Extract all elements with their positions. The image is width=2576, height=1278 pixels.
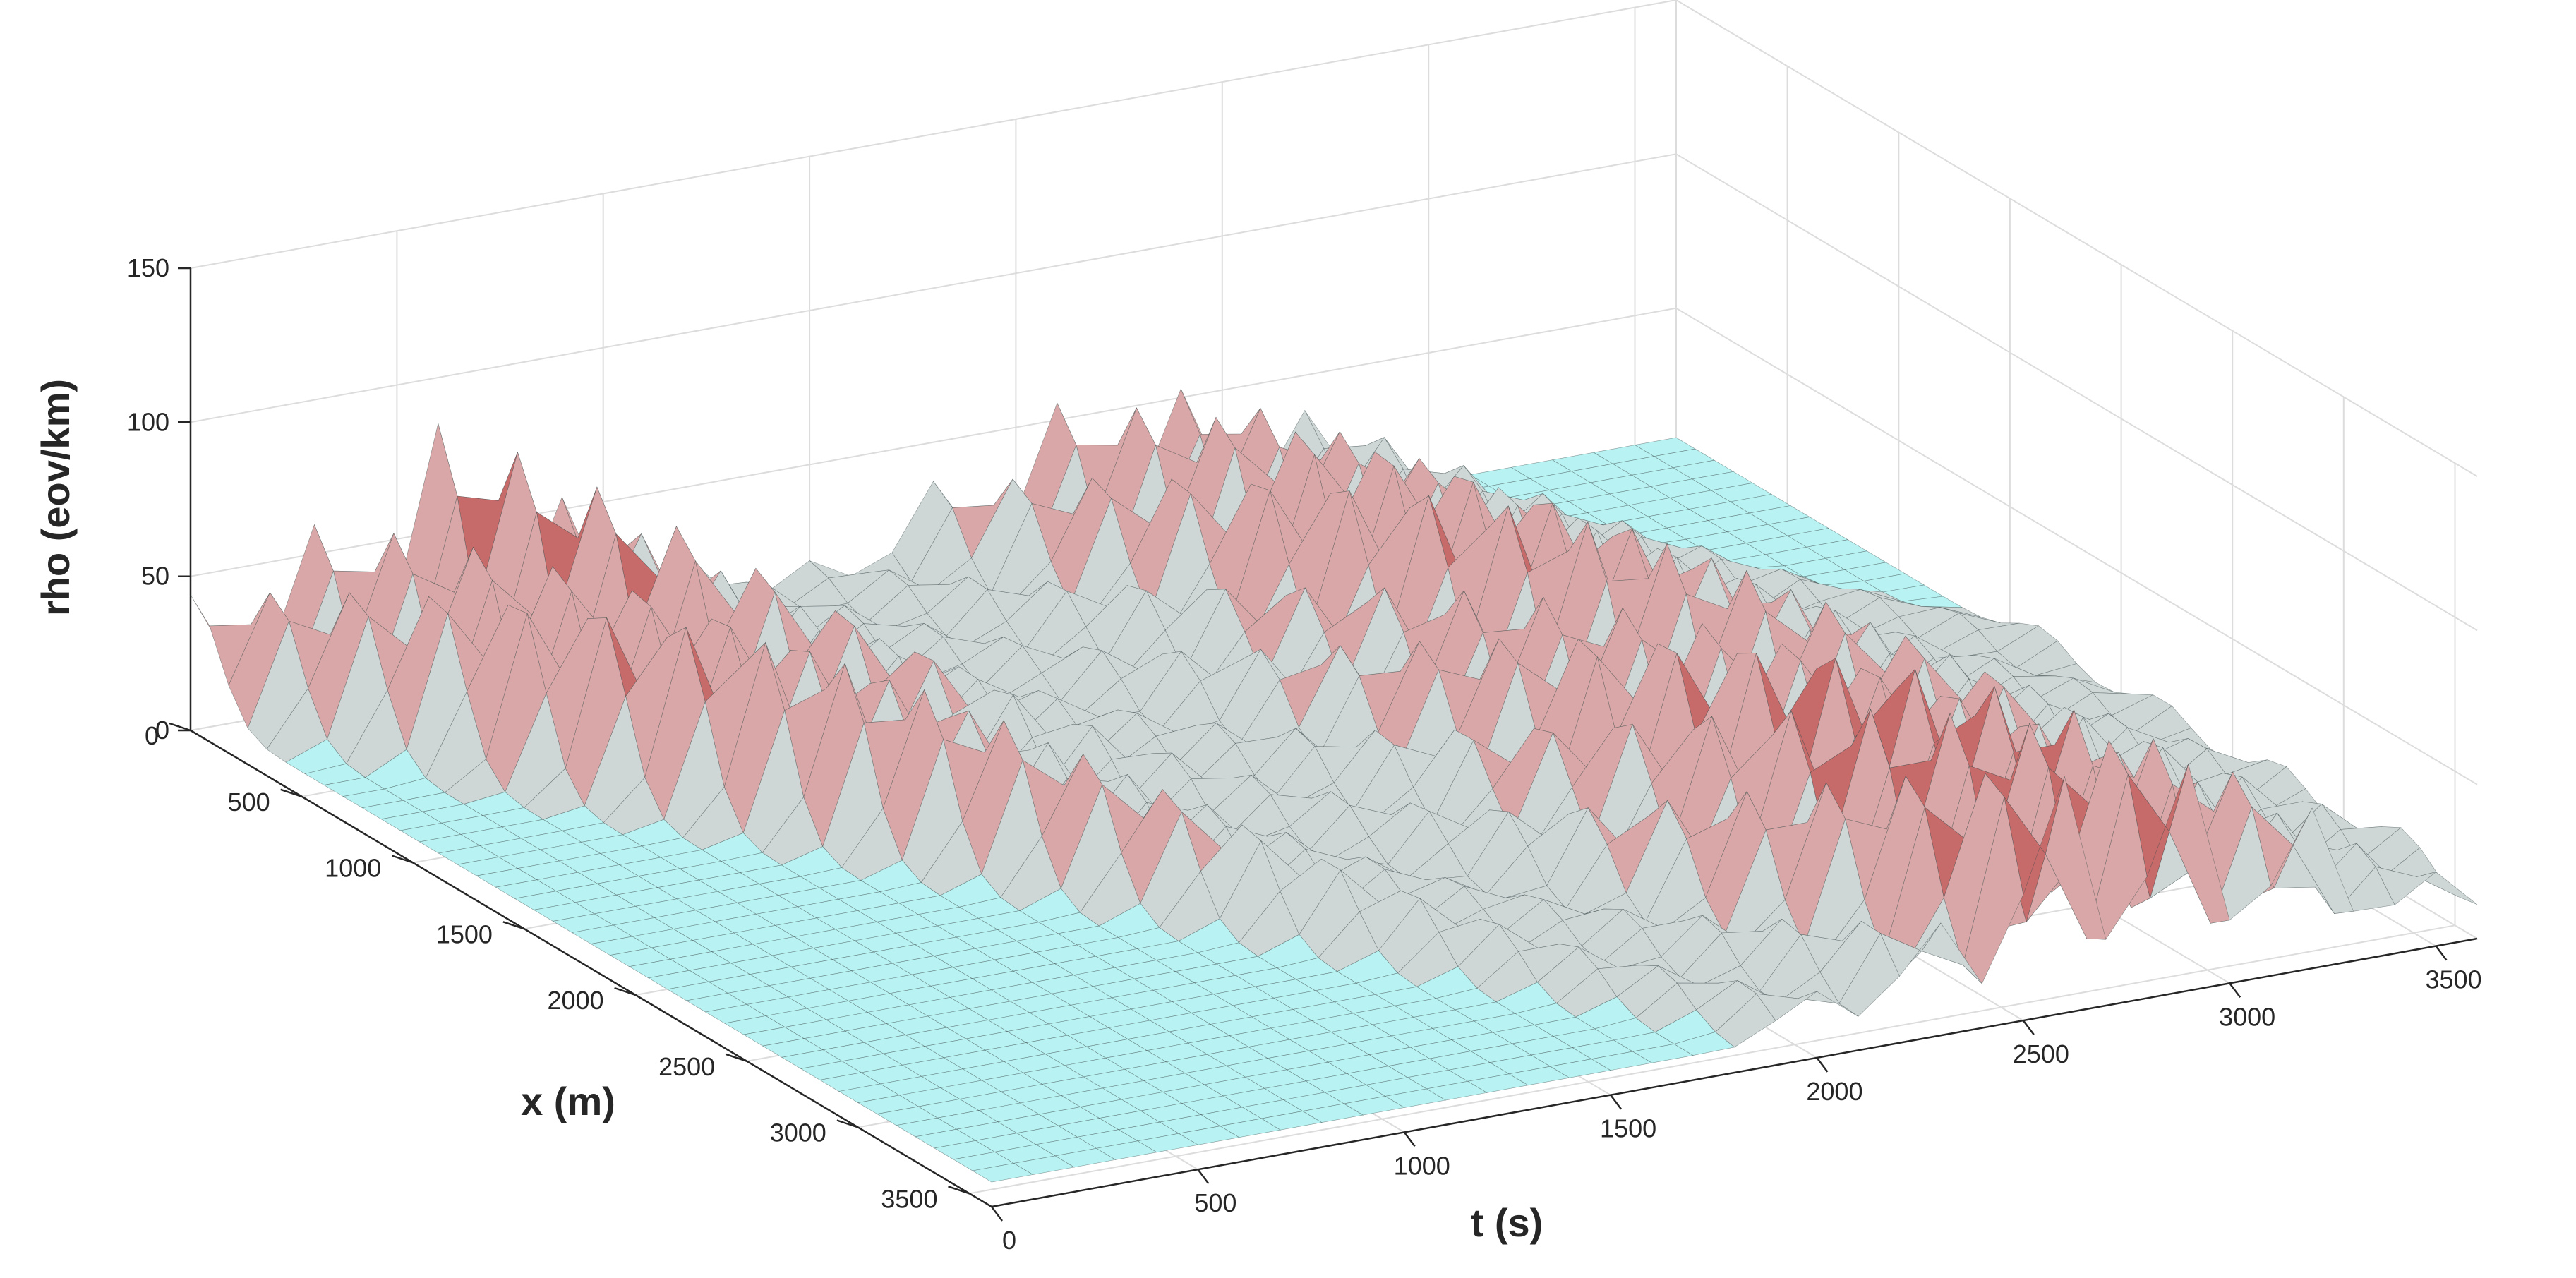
x-tick-mark [1403, 1131, 1416, 1147]
x-tick-label: 1500 [1600, 1114, 1656, 1143]
y-tick-label: 2500 [658, 1052, 715, 1081]
x-tick-label: 3500 [2425, 965, 2481, 994]
x-tick-mark [1610, 1094, 1623, 1110]
x-tick-mark [2022, 1020, 2035, 1035]
x-tick-label: 3000 [2219, 1002, 2275, 1031]
y-tick-mark [280, 788, 302, 797]
y-tick-mark [614, 987, 636, 996]
surface-patch [972, 1163, 1034, 1183]
y-axis-label: x (m) [521, 1079, 615, 1123]
z-tick-label: 0 [155, 716, 169, 745]
y-tick-label: 3500 [881, 1184, 937, 1213]
y-tick-mark [725, 1053, 747, 1062]
y-axis-line [190, 729, 992, 1208]
x-tick-mark [991, 1206, 1003, 1222]
x-tick-mark [2435, 945, 2448, 961]
x-tick-mark [2229, 982, 2241, 999]
x-tick-mark [1197, 1169, 1210, 1184]
tick-labels: 0501001500500100015002000250030003500050… [127, 253, 2482, 1255]
x-tick-label: 500 [1194, 1188, 1236, 1217]
y-tick-label: 500 [228, 788, 270, 816]
x-axis-label: t (s) [1471, 1200, 1543, 1245]
density-surface [190, 388, 2478, 1183]
y-tick-label: 3000 [770, 1119, 826, 1147]
y-tick-mark [836, 1119, 859, 1128]
z-tick-label: 150 [127, 253, 169, 282]
y-tick-mark [502, 921, 525, 930]
y-tick-label: 1500 [436, 920, 493, 948]
y-tick-label: 0 [145, 721, 159, 750]
y-tick-mark [391, 855, 414, 864]
x-tick-label: 0 [1002, 1226, 1016, 1255]
z-tick-label: 50 [141, 562, 169, 591]
axes [169, 267, 2478, 1222]
y-tick-label: 2000 [547, 986, 603, 1015]
x-tick-label: 2500 [2013, 1039, 2069, 1068]
grid-line [969, 924, 2455, 1195]
y-tick-mark [169, 722, 191, 732]
z-tick-label: 100 [127, 407, 169, 436]
x-tick-mark [1816, 1057, 1829, 1073]
z-axis-label: rho (eov/km) [33, 379, 78, 616]
y-tick-mark [948, 1186, 970, 1195]
y-tick-label: 1000 [325, 854, 381, 883]
x-tick-label: 2000 [1806, 1077, 1862, 1106]
grid-line [190, 0, 2478, 477]
x-tick-label: 1000 [1394, 1151, 1450, 1180]
